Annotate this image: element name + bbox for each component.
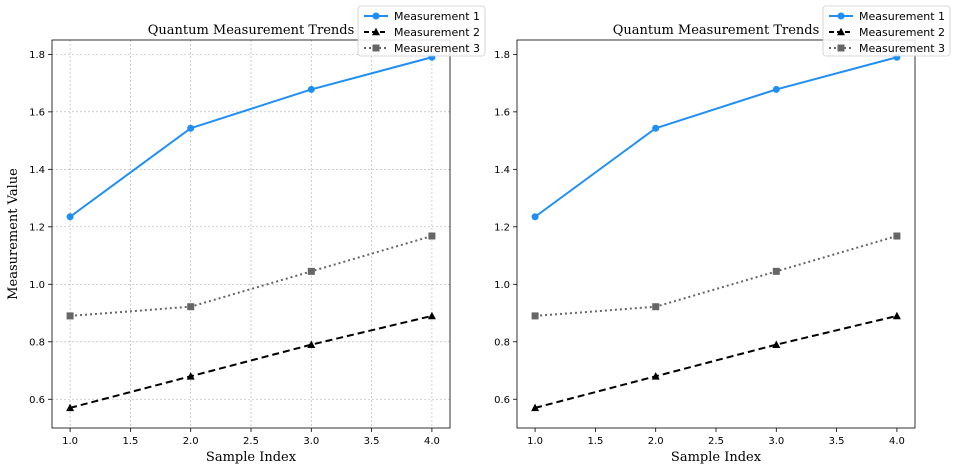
data-point xyxy=(186,372,195,380)
legend-label: Measurement 1 xyxy=(859,10,945,23)
y-tick-label: 1.2 xyxy=(494,222,510,233)
series-3 xyxy=(66,232,436,320)
x-tick-label: 2.5 xyxy=(708,436,724,447)
data-point xyxy=(66,213,74,221)
data-point xyxy=(307,85,315,93)
x-tick-label: 2.0 xyxy=(648,436,664,447)
x-tick-label: 4.0 xyxy=(889,436,905,447)
data-point xyxy=(772,267,780,275)
y-tick-label: 0.6 xyxy=(29,395,45,406)
x-tick-label: 3.0 xyxy=(303,436,319,447)
legend-marker xyxy=(837,27,845,36)
chart-panel-2: 1.0 1.5 2.0 2.5 3.0 3.5 4.0 0.6 0.8 1.0 1.2 1.4 1.6 1… xyxy=(494,5,951,465)
data-point xyxy=(772,85,780,93)
data-point xyxy=(66,403,75,412)
data-point xyxy=(651,372,660,380)
plot-frame xyxy=(516,39,916,429)
y-tick-label: 1.2 xyxy=(29,222,45,233)
x-axis-label: Sample Index xyxy=(206,450,297,465)
data-point xyxy=(307,267,315,275)
data-point xyxy=(187,303,195,311)
x-tick-label: 3.5 xyxy=(364,436,380,447)
series-1 xyxy=(531,53,901,221)
legend-marker xyxy=(837,44,845,52)
chart-title: Quantum Measurement Trends xyxy=(613,23,820,38)
legend-label: Measurement 3 xyxy=(859,42,945,55)
x-tick-label: 1.0 xyxy=(62,436,78,447)
legend-label: Measurement 2 xyxy=(394,26,480,39)
data-point xyxy=(772,340,781,348)
data-point xyxy=(531,312,539,320)
y-tick-label: 0.6 xyxy=(494,395,510,406)
data-point xyxy=(427,311,436,320)
x-tick-label: 1.0 xyxy=(527,436,543,447)
series-3 xyxy=(531,232,901,320)
legend: Measurement 1 Measurement 2 Measurement 3 xyxy=(357,5,486,57)
legend-box xyxy=(822,5,951,57)
series-line xyxy=(70,235,433,317)
chart-title: Quantum Measurement Trends xyxy=(148,23,355,38)
x-tick-label: 1.5 xyxy=(122,436,138,447)
series-line xyxy=(69,314,433,409)
data-point xyxy=(892,311,901,320)
series-line xyxy=(535,235,898,317)
legend-label: Measurement 1 xyxy=(394,10,480,23)
legend-marker xyxy=(372,12,380,20)
chart-panel-1: 1.0 1.5 2.0 2.5 3.0 3.5 4.0 0.6 0.8 1.0 1.2 1.4 1.6 1… xyxy=(6,5,486,465)
x-tick-label: 3.5 xyxy=(829,436,845,447)
series-2 xyxy=(66,311,436,412)
series-line xyxy=(69,56,433,218)
x-axis-label: Sample Index xyxy=(671,450,762,465)
y-tick-label: 0.8 xyxy=(29,337,45,348)
data-point xyxy=(652,124,660,132)
data-point xyxy=(428,232,436,240)
data-point xyxy=(652,303,660,311)
legend-box xyxy=(357,5,486,57)
legend-marker xyxy=(837,12,845,20)
legend-marker xyxy=(372,44,380,52)
y-tick-label: 1.0 xyxy=(494,280,510,291)
y-tick-label: 0.8 xyxy=(494,337,510,348)
series-line xyxy=(534,314,898,409)
legend-label: Measurement 2 xyxy=(859,26,945,39)
y-tick-label: 1.6 xyxy=(29,107,45,118)
data-point xyxy=(307,340,316,348)
legend: Measurement 1 Measurement 2 Measurement 3 xyxy=(822,5,951,57)
x-tick-label: 3.0 xyxy=(768,436,784,447)
x-tick-label: 2.0 xyxy=(183,436,199,447)
legend-marker xyxy=(372,27,380,36)
y-tick-label: 1.6 xyxy=(494,107,510,118)
y-tick-label: 1.4 xyxy=(29,165,45,176)
y-tick-label: 1.0 xyxy=(29,280,45,291)
series-line xyxy=(534,56,898,218)
y-tick-label: 1.4 xyxy=(494,165,510,176)
y-axis-label: Measurement Value xyxy=(6,168,21,300)
y-tick-label: 1.8 xyxy=(29,50,45,61)
x-tick-label: 2.5 xyxy=(243,436,259,447)
x-tick-label: 1.5 xyxy=(587,436,603,447)
data-point xyxy=(187,124,195,132)
data-point xyxy=(66,312,74,320)
data-point xyxy=(531,403,540,412)
data-point xyxy=(531,213,539,221)
x-tick-label: 4.0 xyxy=(424,436,440,447)
data-point xyxy=(893,232,901,240)
y-tick-label: 1.8 xyxy=(494,50,510,61)
series-2 xyxy=(531,311,901,412)
legend-label: Measurement 3 xyxy=(394,42,480,55)
